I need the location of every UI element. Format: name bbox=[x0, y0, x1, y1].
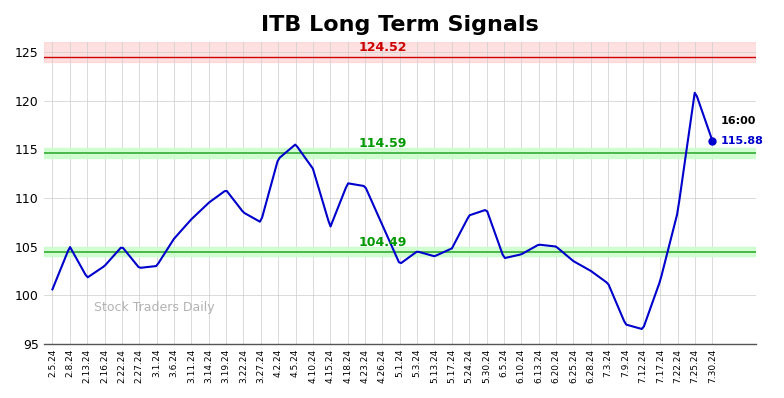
Bar bbox=[44, 247, 756, 256]
Text: 16:00: 16:00 bbox=[721, 116, 757, 126]
Title: ITB Long Term Signals: ITB Long Term Signals bbox=[261, 15, 539, 35]
Text: 104.49: 104.49 bbox=[358, 236, 407, 249]
Text: 114.59: 114.59 bbox=[358, 137, 407, 150]
Text: Stock Traders Daily: Stock Traders Daily bbox=[93, 301, 214, 314]
Text: 124.52: 124.52 bbox=[358, 41, 407, 54]
Bar bbox=[44, 42, 756, 62]
Text: 115.88: 115.88 bbox=[721, 136, 764, 146]
Point bbox=[706, 137, 719, 144]
Bar bbox=[44, 148, 756, 158]
